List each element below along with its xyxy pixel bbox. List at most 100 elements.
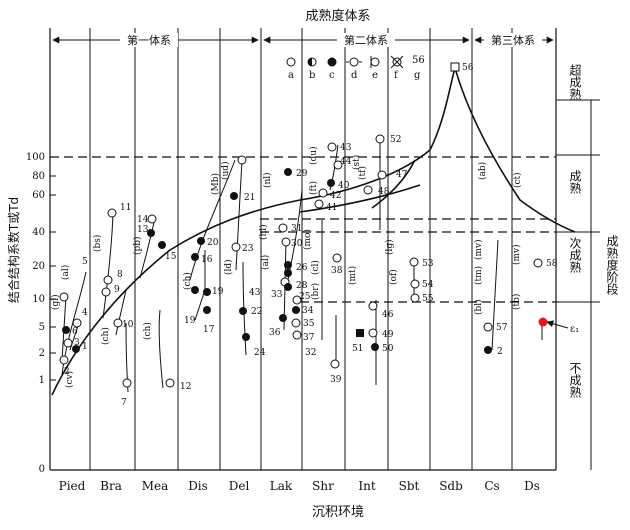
- y-tick-labels: 100 80 60 40 20 10 5 2 1 0: [26, 152, 45, 475]
- env-sdb: Sdb: [439, 479, 463, 493]
- diagram-title: 成熟度体系: [305, 8, 370, 24]
- trend-curves: [51, 67, 576, 396]
- svg-text:f: f: [394, 70, 399, 81]
- svg-text:a: a: [288, 70, 294, 81]
- svg-text:55: 55: [422, 294, 434, 304]
- svg-text:15: 15: [165, 252, 177, 262]
- legend-number: 56: [412, 55, 425, 66]
- env-ds: Ds: [524, 479, 540, 493]
- svg-text:9: 9: [114, 285, 120, 295]
- svg-text:29: 29: [296, 169, 308, 179]
- env-bra: Bra: [100, 479, 122, 493]
- svg-text:54: 54: [422, 280, 434, 290]
- svg-text:(mt): (mt): [347, 266, 358, 285]
- svg-text:49: 49: [382, 330, 394, 340]
- svg-text:24: 24: [254, 348, 266, 358]
- svg-text:14: 14: [137, 215, 149, 225]
- svg-text:(bl): (bl): [473, 299, 484, 315]
- svg-text:22: 22: [251, 307, 262, 317]
- svg-text:26: 26: [296, 263, 308, 273]
- svg-text:(Mb): (Mb): [210, 173, 221, 195]
- svg-text:38: 38: [331, 266, 343, 276]
- svg-text:43: 43: [340, 143, 352, 153]
- svg-text:56: 56: [462, 63, 474, 73]
- svg-text:(ch): (ch): [182, 272, 193, 290]
- svg-text:(tm): (tm): [473, 266, 484, 285]
- svg-text:(ld): (ld): [223, 259, 234, 275]
- svg-text:34: 34: [302, 306, 314, 316]
- svg-text:(ft): (ft): [308, 181, 319, 195]
- stage-submature: 次成熟: [568, 237, 582, 274]
- env-lak: Lak: [270, 479, 293, 493]
- svg-text:35: 35: [303, 319, 315, 329]
- stage-labels: 超成熟 成熟 次成熟 不成熟 成熟度阶段: [568, 63, 619, 399]
- svg-text:25: 25: [299, 292, 311, 302]
- svg-text:32: 32: [305, 348, 316, 358]
- svg-text:(ch): (ch): [142, 322, 153, 340]
- svg-text:48: 48: [378, 187, 390, 197]
- svg-text:2: 2: [39, 348, 45, 359]
- svg-text:37: 37: [303, 333, 315, 343]
- svg-text:(nl): (nl): [262, 172, 273, 188]
- svg-text:46: 46: [382, 310, 394, 320]
- svg-text:d: d: [351, 70, 358, 81]
- svg-text:36: 36: [269, 328, 281, 338]
- svg-text:(tf): (tf): [357, 166, 368, 180]
- legend: 56 a b c d e f g: [286, 55, 425, 81]
- svg-text:(tb): (tb): [511, 294, 522, 310]
- svg-text:3: 3: [74, 338, 80, 348]
- svg-text:50: 50: [382, 344, 394, 354]
- svg-text:57: 57: [496, 323, 508, 333]
- svg-text:(of): (of): [388, 269, 399, 285]
- svg-text:4: 4: [82, 308, 88, 318]
- svg-text:28: 28: [296, 281, 308, 291]
- svg-text:(br): (br): [310, 283, 321, 300]
- stage-super-mature: 超成熟: [568, 63, 582, 101]
- svg-text:8: 8: [117, 270, 123, 280]
- svg-text:30: 30: [291, 239, 303, 249]
- svg-text:23: 23: [242, 244, 254, 254]
- svg-text:(du): (du): [308, 146, 319, 165]
- svg-text:1: 1: [39, 375, 45, 386]
- svg-text:52: 52: [390, 135, 401, 145]
- svg-text:(al): (al): [260, 255, 271, 270]
- svg-text:(mv): (mv): [511, 244, 522, 265]
- svg-text:12: 12: [180, 382, 191, 392]
- svg-text:c: c: [329, 70, 335, 81]
- svg-text:40: 40: [32, 227, 45, 238]
- svg-text:(ab): (ab): [477, 162, 488, 180]
- marker-label: ε₁: [570, 324, 579, 335]
- svg-text:5: 5: [82, 257, 88, 267]
- system-2-label: 第二体系: [344, 33, 388, 47]
- env-dis: Dis: [188, 479, 208, 493]
- svg-text:(mo): (mo): [302, 229, 313, 250]
- env-shr: Shr: [312, 479, 334, 493]
- x-axis-title: 沉积环境: [312, 505, 364, 520]
- svg-text:19: 19: [212, 287, 224, 297]
- stage-immature: 不成熟: [568, 362, 582, 399]
- sample-points: [59, 62, 543, 388]
- svg-text:(hl): (hl): [258, 224, 269, 240]
- y-ticks: [50, 156, 56, 381]
- svg-text:11: 11: [120, 203, 131, 213]
- svg-text:(ct): (ct): [512, 172, 523, 188]
- svg-text:6: 6: [72, 327, 78, 337]
- svg-text:43: 43: [249, 288, 261, 298]
- svg-text:17: 17: [203, 325, 215, 335]
- svg-text:42: 42: [330, 191, 341, 201]
- column-dividers: [89, 28, 513, 470]
- env-del: Del: [229, 479, 250, 493]
- svg-text:16: 16: [201, 255, 213, 265]
- svg-text:(gl): (gl): [50, 294, 61, 310]
- svg-text:58: 58: [546, 259, 558, 269]
- svg-text:10: 10: [32, 294, 45, 305]
- env-cs: Cs: [484, 479, 499, 493]
- svg-text:(lg): (lg): [384, 239, 395, 255]
- svg-text:1: 1: [82, 342, 88, 352]
- stage-mature: 成熟: [568, 170, 582, 195]
- highlight-marker: ε₁: [538, 317, 579, 335]
- svg-text:10: 10: [122, 320, 134, 330]
- svg-text:44: 44: [340, 157, 352, 167]
- svg-text:0: 0: [39, 464, 45, 475]
- svg-text:80: 80: [32, 171, 45, 182]
